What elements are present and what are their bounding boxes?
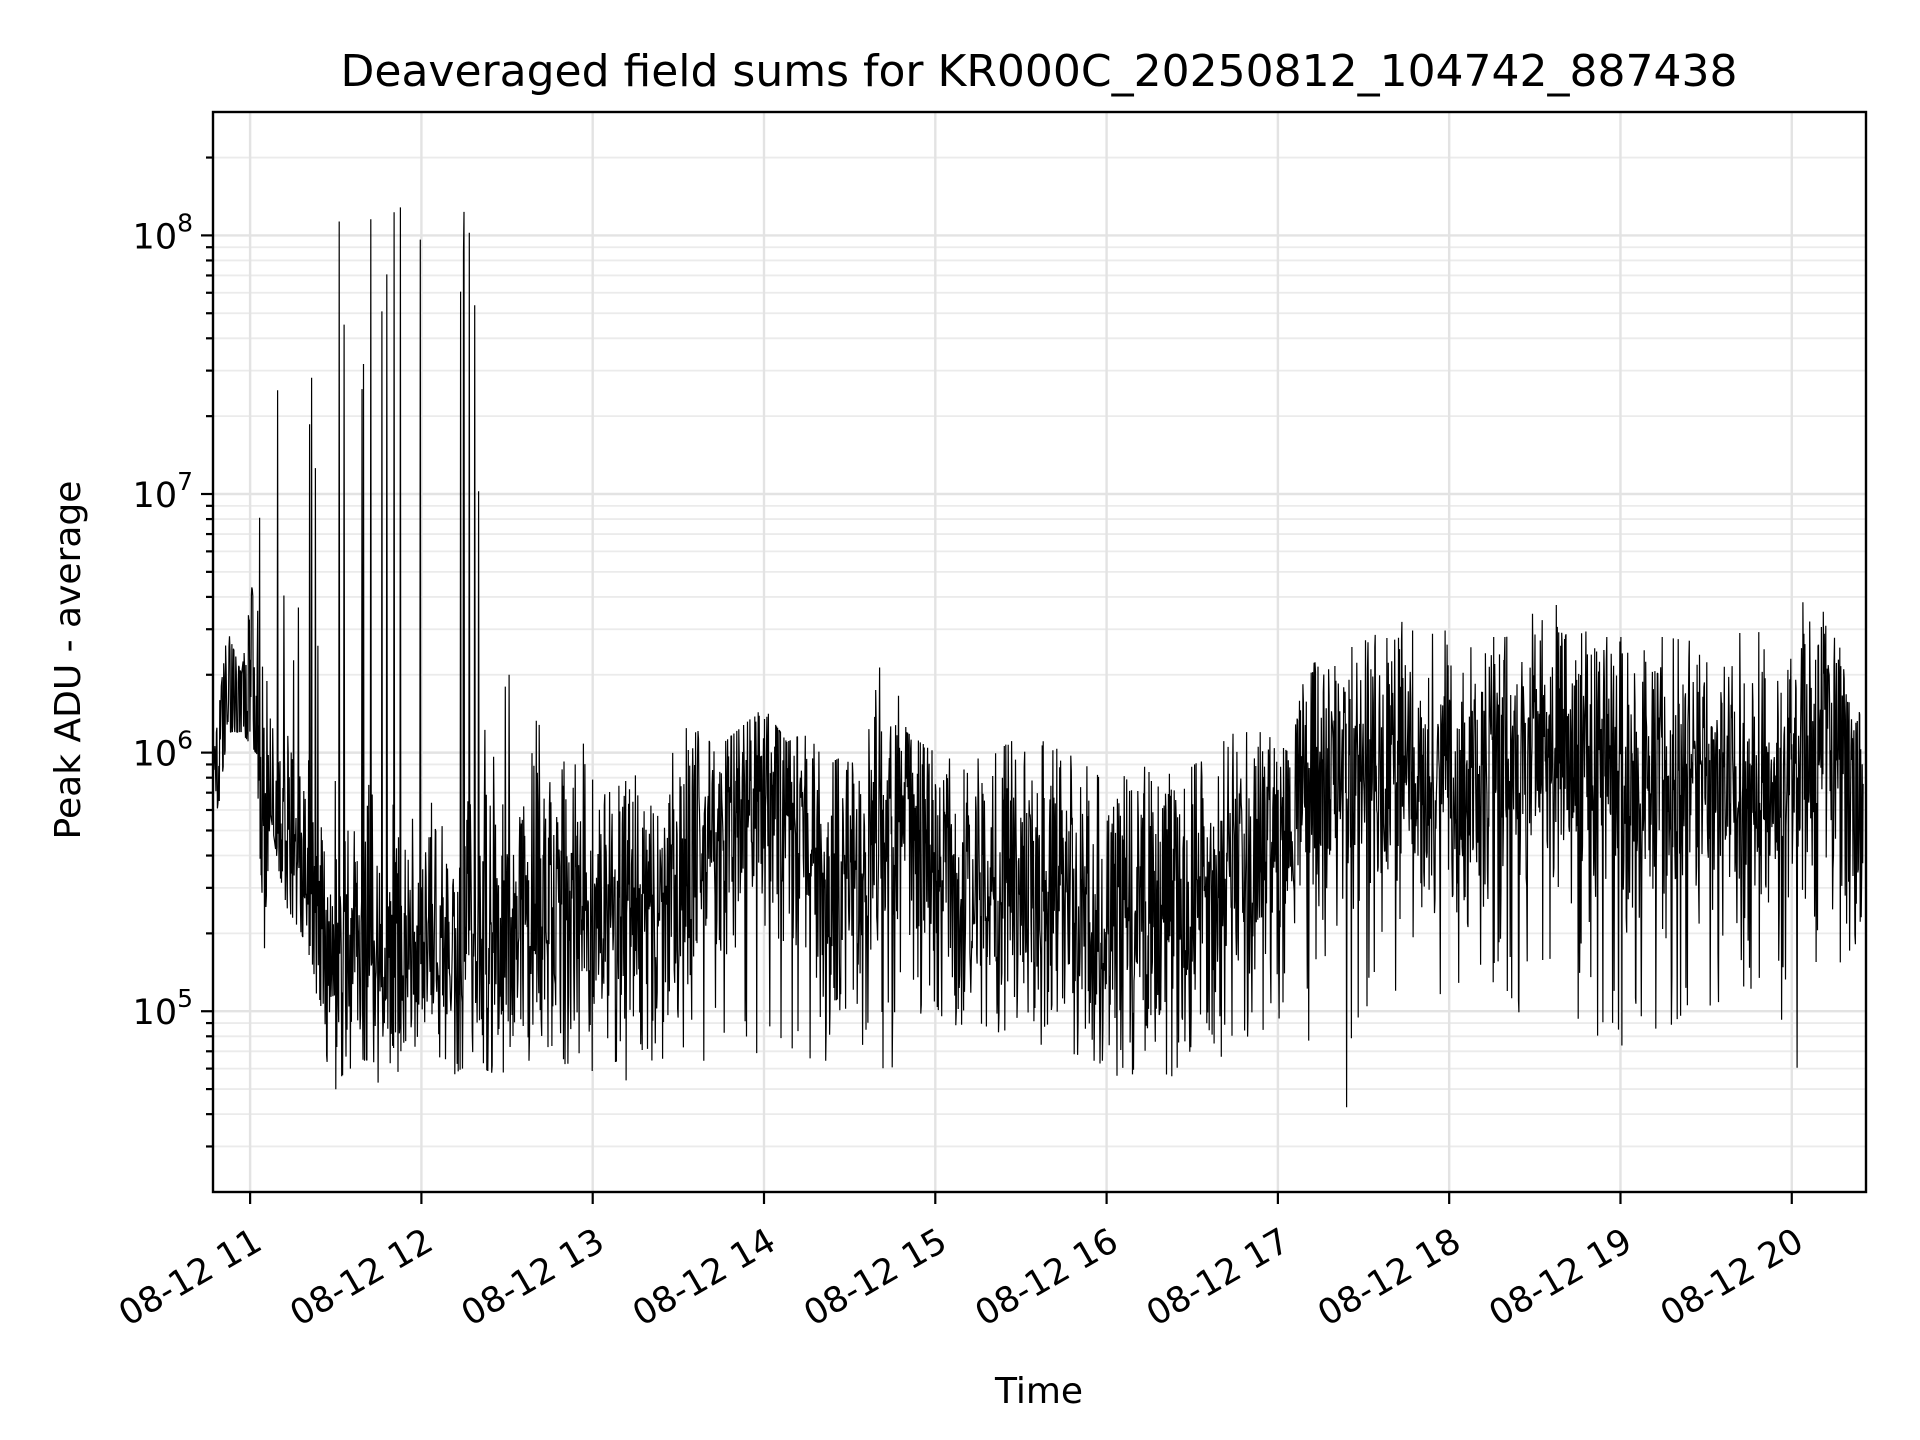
y-tick-label: 105 xyxy=(133,984,193,1033)
x-tick-label: 08-12 16 xyxy=(969,1221,1125,1334)
x-tick-label: 08-12 17 xyxy=(1140,1221,1296,1334)
y-axis: 105 106 107 108 xyxy=(133,156,213,1148)
y-tick-label: 107 xyxy=(133,467,193,516)
x-tick-label: 08-12 18 xyxy=(1311,1221,1467,1334)
x-tick-label: 08-12 14 xyxy=(626,1221,782,1334)
series-line xyxy=(212,207,1864,1108)
x-axis: 08-12 11 08-12 12 08-12 13 08-12 14 08-12 15… xyxy=(112,1192,1810,1334)
x-tick-label: 08-12 20 xyxy=(1654,1221,1810,1334)
x-tick-label: 08-12 19 xyxy=(1483,1221,1639,1334)
plot-frame xyxy=(211,110,1868,1194)
y-tick-label: 106 xyxy=(133,726,193,775)
chart-title: Deaveraged field sums for KR000C_2025081… xyxy=(341,46,1738,97)
x-axis-label: Time xyxy=(994,1371,1083,1412)
x-tick-label: 08-12 13 xyxy=(455,1221,611,1334)
y-tick-label: 108 xyxy=(133,208,193,257)
y-axis-label: Peak ADU - average xyxy=(48,481,89,840)
x-tick-label: 08-12 12 xyxy=(284,1221,440,1334)
x-tick-label: 08-12 15 xyxy=(798,1221,954,1334)
x-tick-label: 08-12 11 xyxy=(112,1221,268,1334)
series-layer xyxy=(212,207,1864,1108)
